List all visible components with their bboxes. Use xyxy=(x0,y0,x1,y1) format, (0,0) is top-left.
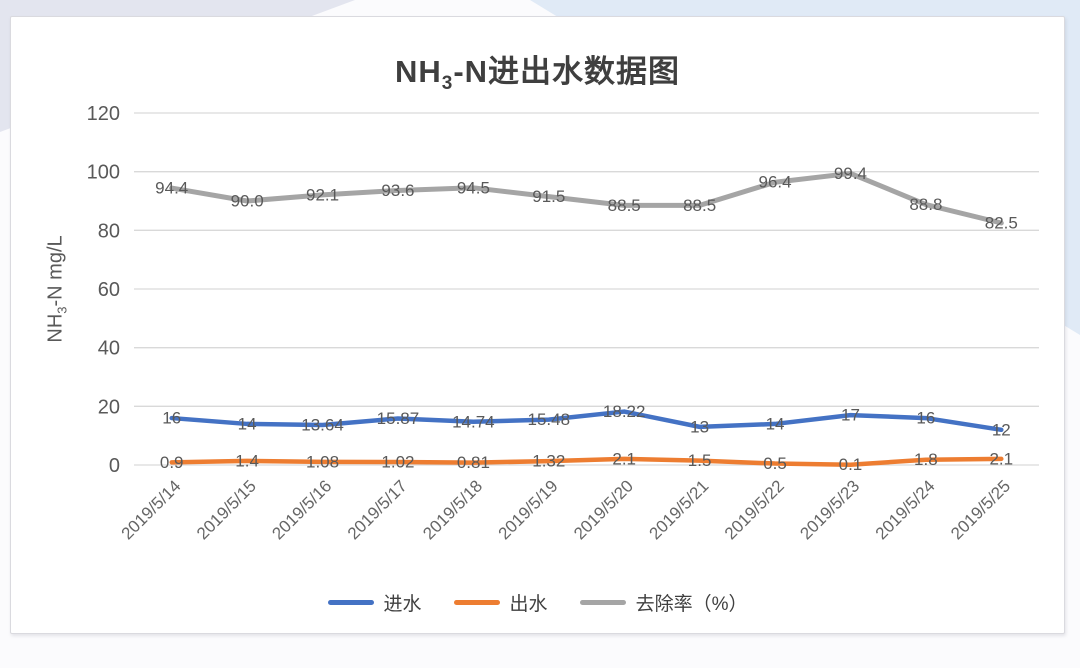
chart-title: NH3-N进出水数据图 xyxy=(11,46,1064,95)
x-tick-label: 2019/5/23 xyxy=(796,476,863,543)
chart-title-subscript: 3 xyxy=(441,73,454,95)
data-label: 90.0 xyxy=(231,192,264,211)
series-line-进水[interactable] xyxy=(169,409,1004,433)
data-label: 93.6 xyxy=(381,181,414,200)
data-label: 14.74 xyxy=(452,412,495,431)
series-line-去除率（%）[interactable] xyxy=(169,170,1004,226)
series-line-出水[interactable] xyxy=(169,456,1004,467)
chart-title-suffix: -N进出水数据图 xyxy=(453,54,681,89)
data-label: 1.8 xyxy=(914,450,938,469)
data-label: 18.22 xyxy=(603,402,646,421)
legend: 进水 出水 去除率（%） xyxy=(11,589,1064,615)
data-label: 0.81 xyxy=(457,453,490,472)
data-label: 13.64 xyxy=(301,415,344,434)
data-label: 94.5 xyxy=(457,178,490,197)
x-tick-label: 2019/5/24 xyxy=(872,476,939,543)
y-tick-label: 80 xyxy=(98,220,120,242)
data-label: 16 xyxy=(162,409,181,428)
x-tick-label: 2019/5/14 xyxy=(118,476,185,543)
x-tick-label: 2019/5/20 xyxy=(570,476,637,543)
x-tick-label: 2019/5/22 xyxy=(721,476,788,543)
data-label: 1.08 xyxy=(306,452,339,471)
data-labels-去除率（%）: 94.4 90.0 92.1 93.6 94.5 91.5 88.5 88.5 96.4 99.4… xyxy=(155,164,1018,233)
data-label: 96.4 xyxy=(758,173,791,192)
data-label: 0.1 xyxy=(839,455,863,474)
data-label: 0.9 xyxy=(160,453,184,472)
legend-label-inflow: 进水 xyxy=(383,593,422,615)
y-tick-label: 120 xyxy=(87,103,120,125)
data-label: 15.87 xyxy=(377,409,420,428)
chart-title-prefix: NH xyxy=(394,54,442,89)
data-label: 88.8 xyxy=(909,195,942,214)
y-tick-label: 40 xyxy=(98,338,120,360)
y-tick-label: 60 xyxy=(98,279,120,301)
data-label: 91.5 xyxy=(532,187,565,206)
gridlines xyxy=(134,112,1039,466)
y-tick-label: 100 xyxy=(87,162,120,184)
data-label: 1.32 xyxy=(532,452,565,471)
data-label: 16 xyxy=(916,409,935,428)
data-label: 17 xyxy=(841,406,860,425)
chart-card: NH3-N进出水数据图 NH3-N mg/L 0 20 40 60 80 100 120 20… xyxy=(10,16,1065,634)
x-axis-tick-labels: 2019/5/14 2019/5/15 2019/5/16 2019/5/17 2019… xyxy=(118,476,1015,543)
data-label: 0.5 xyxy=(763,454,787,473)
legend-label-removal-rate: 去除率（%） xyxy=(635,593,748,615)
data-label: 88.5 xyxy=(608,196,641,215)
y-axis-tick-labels: 0 20 40 60 80 100 120 xyxy=(87,103,120,477)
y-tick-label: 20 xyxy=(98,396,120,418)
x-tick-label: 2019/5/15 xyxy=(193,476,260,543)
data-label: 1.02 xyxy=(381,453,414,472)
data-label: 94.4 xyxy=(155,179,188,198)
data-label: 13 xyxy=(690,417,709,436)
data-label: 2.1 xyxy=(612,449,636,468)
outflow-line-swatch-icon xyxy=(453,599,500,605)
y-tick-label: 0 xyxy=(109,455,120,477)
data-labels-进水: 16 14 13.64 15.87 14.74 15.48 18.22 13 14 17 16 12 xyxy=(162,402,1011,439)
data-labels-出水: 0.9 1.4 1.08 1.02 0.81 1.32 2.1 1.5 0.5 0.1 1.8 2.1 xyxy=(160,449,1013,474)
legend-item-outflow[interactable]: 出水 xyxy=(453,589,548,616)
removal-rate-line-swatch-icon xyxy=(579,599,626,605)
data-label: 82.5 xyxy=(985,214,1018,233)
inflow-line-swatch-icon xyxy=(327,599,374,605)
data-label: 14 xyxy=(766,414,785,433)
data-label: 1.5 xyxy=(688,451,712,470)
data-label: 92.1 xyxy=(306,185,339,204)
legend-item-inflow[interactable]: 进水 xyxy=(327,589,422,616)
data-label: 1.4 xyxy=(235,451,259,470)
x-tick-label: 2019/5/18 xyxy=(419,476,486,543)
legend-label-outflow: 出水 xyxy=(509,593,548,615)
data-label: 99.4 xyxy=(834,164,867,183)
data-label: 12 xyxy=(992,420,1011,439)
data-label: 14 xyxy=(238,414,257,433)
x-tick-label: 2019/5/25 xyxy=(947,476,1014,543)
x-tick-label: 2019/5/16 xyxy=(268,476,335,543)
x-tick-label: 2019/5/21 xyxy=(646,476,713,543)
data-label: 15.48 xyxy=(528,410,571,429)
data-label: 88.5 xyxy=(683,196,716,215)
x-tick-label: 2019/5/19 xyxy=(495,476,562,543)
x-tick-label: 2019/5/17 xyxy=(344,476,411,543)
legend-item-removal-rate[interactable]: 去除率（%） xyxy=(579,589,748,616)
data-label: 2.1 xyxy=(989,449,1013,468)
